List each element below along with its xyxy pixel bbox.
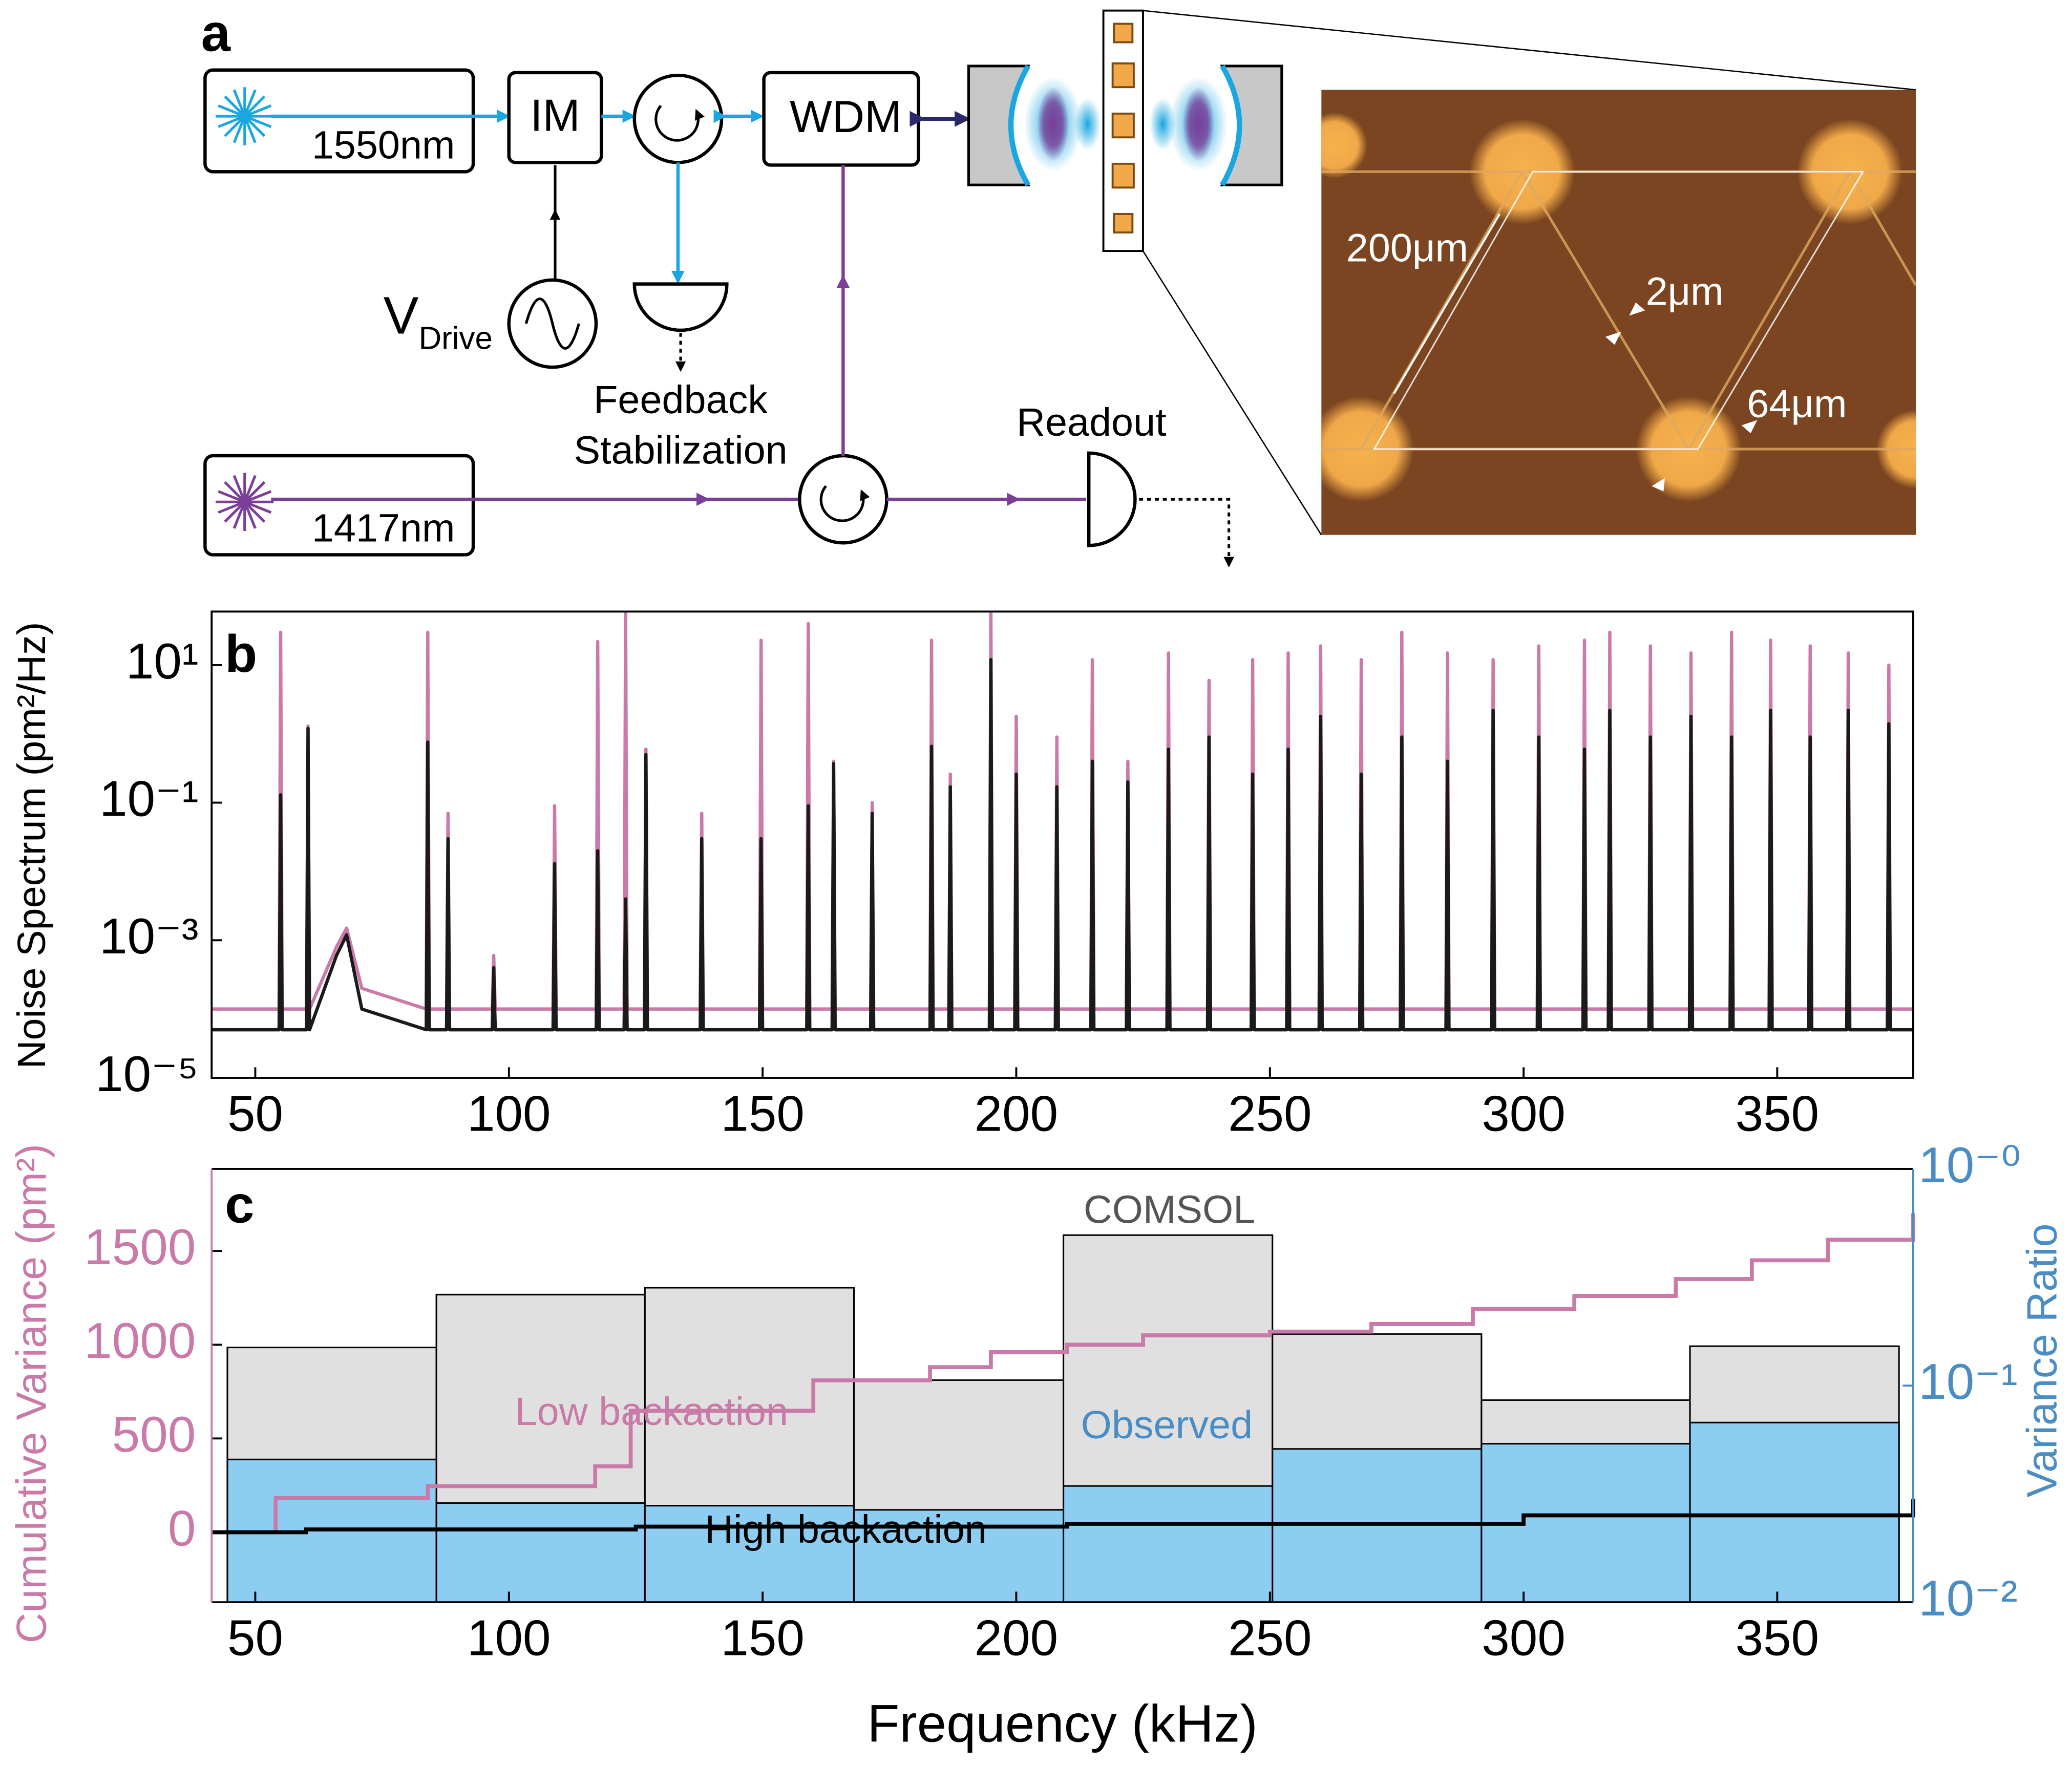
feedback-label: Feedback: [594, 378, 768, 422]
readout-label: Readout: [1017, 400, 1167, 444]
membrane-pads: [1111, 23, 1135, 233]
drive-label: VDrive: [384, 286, 493, 356]
x-axis-label: Frequency (kHz): [867, 1694, 1258, 1753]
x-tick-label: 100: [467, 1609, 551, 1666]
y-axis-label: Noise Spectrum (pm²/Hz): [10, 622, 54, 1069]
x-tick-label: 150: [721, 1085, 805, 1141]
wdm-label: WDM: [790, 92, 902, 142]
bar: [1689, 1421, 1900, 1603]
y2-tick-label: 10⁻¹: [1918, 1353, 2017, 1410]
x-tick-label: 300: [1482, 1609, 1566, 1666]
x-tick-label: 50: [227, 1609, 283, 1666]
circulator-arrow: [654, 104, 705, 142]
panel-label: a: [201, 3, 231, 62]
x-tick-label: 200: [975, 1609, 1059, 1666]
circulator: [798, 454, 889, 545]
circulator-arrow: [819, 485, 870, 522]
scale-label: 200μm: [1346, 226, 1468, 270]
signal: [1139, 498, 1234, 568]
mirror-coating: [1008, 65, 1030, 186]
cumulative-line: [212, 1213, 1915, 1535]
drive-symbol: V: [384, 286, 419, 345]
x-tick-label: 250: [1228, 1609, 1312, 1666]
y-tick-label: 0: [168, 1500, 196, 1556]
x-tick-label: 100: [467, 1085, 551, 1141]
scale-label: 2μm: [1646, 270, 1724, 314]
drive-subscript: Drive: [418, 321, 492, 356]
mode: [1149, 97, 1176, 151]
line-label: High backaction: [705, 1507, 987, 1551]
y-axis-label: Cumulative Variance (pm²): [8, 1144, 55, 1643]
setup-diagram: 1550nm IM WDM: [203, 9, 1916, 568]
laser-label: 1417nm: [312, 506, 455, 550]
y-tick-label: 1000: [84, 1312, 196, 1369]
sine: [524, 297, 580, 350]
laser-box: [203, 454, 475, 557]
circulator: [632, 73, 724, 164]
x-tick-label: 150: [721, 1609, 805, 1666]
mode: [1074, 97, 1101, 151]
panel-label: b: [225, 624, 257, 683]
spectrum-line: [212, 658, 1913, 1032]
y2-tick-label: 10⁻²: [1918, 1570, 2017, 1626]
panel-label: c: [225, 1175, 254, 1234]
laser-label: 1550nm: [312, 123, 455, 167]
series-label: Observed: [1081, 1403, 1253, 1447]
zoom-line: [1143, 10, 1916, 91]
x-tick-label: 50: [227, 1085, 283, 1141]
zoom-line: [1142, 250, 1322, 536]
laser-star: [216, 473, 274, 531]
y-tick-label: 10⁻¹: [99, 771, 198, 827]
detector: [632, 282, 729, 332]
feedback-label: Stabilization: [574, 428, 787, 472]
series-label: COMSOL: [1084, 1188, 1255, 1232]
y2-tick-label: 10⁻⁰: [1918, 1137, 2021, 1193]
line-label: Low backaction: [515, 1390, 788, 1434]
cumulative-line: [212, 1499, 1915, 1535]
y-tick-label: 500: [112, 1406, 196, 1462]
signal-source: [507, 278, 598, 369]
x-tick-label: 350: [1736, 1085, 1820, 1141]
x-tick-label: 200: [975, 1085, 1059, 1141]
mode: [1182, 87, 1215, 161]
laser-star: [216, 87, 274, 145]
y-tick-label: 10⁻⁵: [95, 1046, 198, 1102]
x-tick-label: 350: [1736, 1609, 1820, 1666]
mode: [1037, 87, 1069, 161]
plot-frame: [210, 610, 1914, 1079]
mirror-coating: [1220, 65, 1242, 186]
x-tick-label: 250: [1228, 1085, 1312, 1141]
detector: [1087, 451, 1137, 547]
modulator-label: IM: [530, 90, 580, 140]
y2-axis-label: Variance Ratio: [2019, 1223, 2066, 1497]
y-tick-label: 10⁻³: [99, 908, 198, 964]
bar: [1063, 1485, 1274, 1603]
x-tick-label: 300: [1482, 1085, 1566, 1141]
bar: [435, 1502, 646, 1603]
laser-box: [203, 68, 475, 174]
y-tick-label: 10¹: [126, 633, 199, 689]
spectrum-line: [212, 611, 1913, 1011]
y-tick-label: 1500: [84, 1219, 196, 1275]
scale-label: 64μm: [1747, 382, 1847, 426]
micrograph: [1321, 90, 1916, 535]
